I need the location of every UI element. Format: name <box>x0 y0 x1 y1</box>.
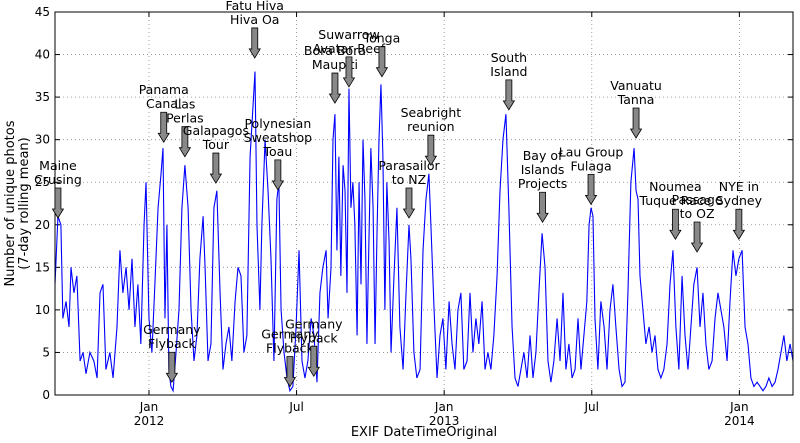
annotation-arrow <box>536 191 549 223</box>
annotation-text: Sweatshop <box>244 130 312 145</box>
annotation-text: Tanna <box>617 92 655 107</box>
x-tick-label: Jul <box>584 400 599 414</box>
annotation-text: Flyback <box>148 336 197 351</box>
annotation-text: Galapagos <box>183 123 249 138</box>
annotation-text: Avatar Reef <box>313 41 386 56</box>
annotation-text: Suwarrow <box>318 27 379 42</box>
annotation-arrow <box>342 56 356 88</box>
annotation-arrow <box>178 126 192 158</box>
annotation-arrow <box>375 46 389 78</box>
annotation-arrow <box>629 107 643 139</box>
annotation-arrow <box>669 208 682 241</box>
annotation-text: South <box>491 50 527 65</box>
x-tick-year: 2014 <box>724 414 755 428</box>
annotation-arrow <box>165 351 179 384</box>
annotation-arrow <box>424 134 438 166</box>
data-line <box>54 71 794 393</box>
annotation-arrow <box>271 159 285 191</box>
y-axis-title: Number of unique photos <box>3 120 18 286</box>
y-tick-label: 45 <box>35 5 50 19</box>
y-tick-label: 40 <box>35 48 50 62</box>
x-tick-label: Jul <box>288 400 303 414</box>
annotation-text: Hiva Oa <box>230 12 279 27</box>
annotation-arrow <box>51 187 65 219</box>
y-tick-label: 0 <box>42 388 50 402</box>
annotation-text: Island <box>490 64 527 79</box>
annotation-text: Tour <box>202 137 230 152</box>
annotation-text: Tuque Race <box>638 193 711 208</box>
annotation-text: Lau Group <box>559 144 624 159</box>
y-tick-label: 20 <box>35 218 50 232</box>
annotation-text: Perlas <box>166 111 204 126</box>
annotation-text: Tonga <box>363 31 401 46</box>
annotation-text: Germany <box>261 326 319 341</box>
annotation-text: Sydney <box>716 193 763 208</box>
annotation-arrow <box>248 27 261 59</box>
annotation-arrow <box>283 356 297 388</box>
annotation-arrow <box>402 187 416 219</box>
annotation-text: Bora Bora <box>304 43 366 58</box>
annotation-text: Germany <box>143 322 201 337</box>
annotation-text: Flyback <box>290 330 339 345</box>
annotation-text: Fulaga <box>570 158 611 173</box>
annotation-text: Islands <box>521 162 565 177</box>
annotation-text: Canal <box>146 96 181 111</box>
x-tick-year: 2013 <box>429 414 460 428</box>
annotation-arrow <box>502 79 516 111</box>
annotation-text: Seabright <box>401 105 462 120</box>
x-axis-title: EXIF DateTimeOriginal <box>351 425 497 440</box>
annotation-arrow <box>209 152 223 184</box>
annotation-text: NYE in <box>719 179 759 194</box>
annotation-text: Panama <box>139 82 189 97</box>
annotation-text: Las <box>174 97 195 112</box>
annotation-arrow <box>157 111 170 143</box>
annotation-text: Flyback <box>266 340 315 355</box>
y-tick-label: 35 <box>35 90 50 104</box>
x-tick-label: Jan <box>729 400 749 414</box>
y-tick-label: 15 <box>35 260 50 274</box>
annotation-text: Crusing <box>34 172 82 187</box>
annotation-text: Vanuatu <box>610 78 662 93</box>
annotation-arrow <box>328 72 342 104</box>
annotation-text: Bay of <box>523 148 563 163</box>
annotation-arrow <box>732 208 746 241</box>
y-tick-label: 5 <box>42 345 50 359</box>
annotation-text: Parasailor <box>378 158 440 173</box>
annotation-text: Toau <box>263 144 293 159</box>
x-tick-label: Jan <box>139 400 159 414</box>
x-tick-year: 2012 <box>134 414 165 428</box>
x-tick-label: Jan <box>434 400 454 414</box>
annotation-text: Passage <box>672 192 723 207</box>
y-tick-label: 30 <box>35 133 50 147</box>
annotation-text: Projects <box>518 176 567 191</box>
y-tick-label: 25 <box>35 175 50 189</box>
annotation-text: reunion <box>407 119 454 134</box>
annotation-text: Germany <box>285 316 343 331</box>
annotation-arrow <box>690 221 704 253</box>
annotation-text: Fatu Hiva <box>226 0 284 13</box>
annotation-text: Noumea <box>649 179 701 194</box>
annotation-text: Polynesian <box>244 116 311 131</box>
annotation-text: to OZ <box>680 206 715 221</box>
y-axis-title: (7-day rolling mean) <box>17 137 32 270</box>
annotation-arrow <box>307 345 321 378</box>
annotation-text: to NZ <box>392 172 426 187</box>
y-tick-label: 10 <box>35 303 50 317</box>
annotation-arrow <box>584 173 598 206</box>
annotation-text: Maine <box>39 158 77 173</box>
